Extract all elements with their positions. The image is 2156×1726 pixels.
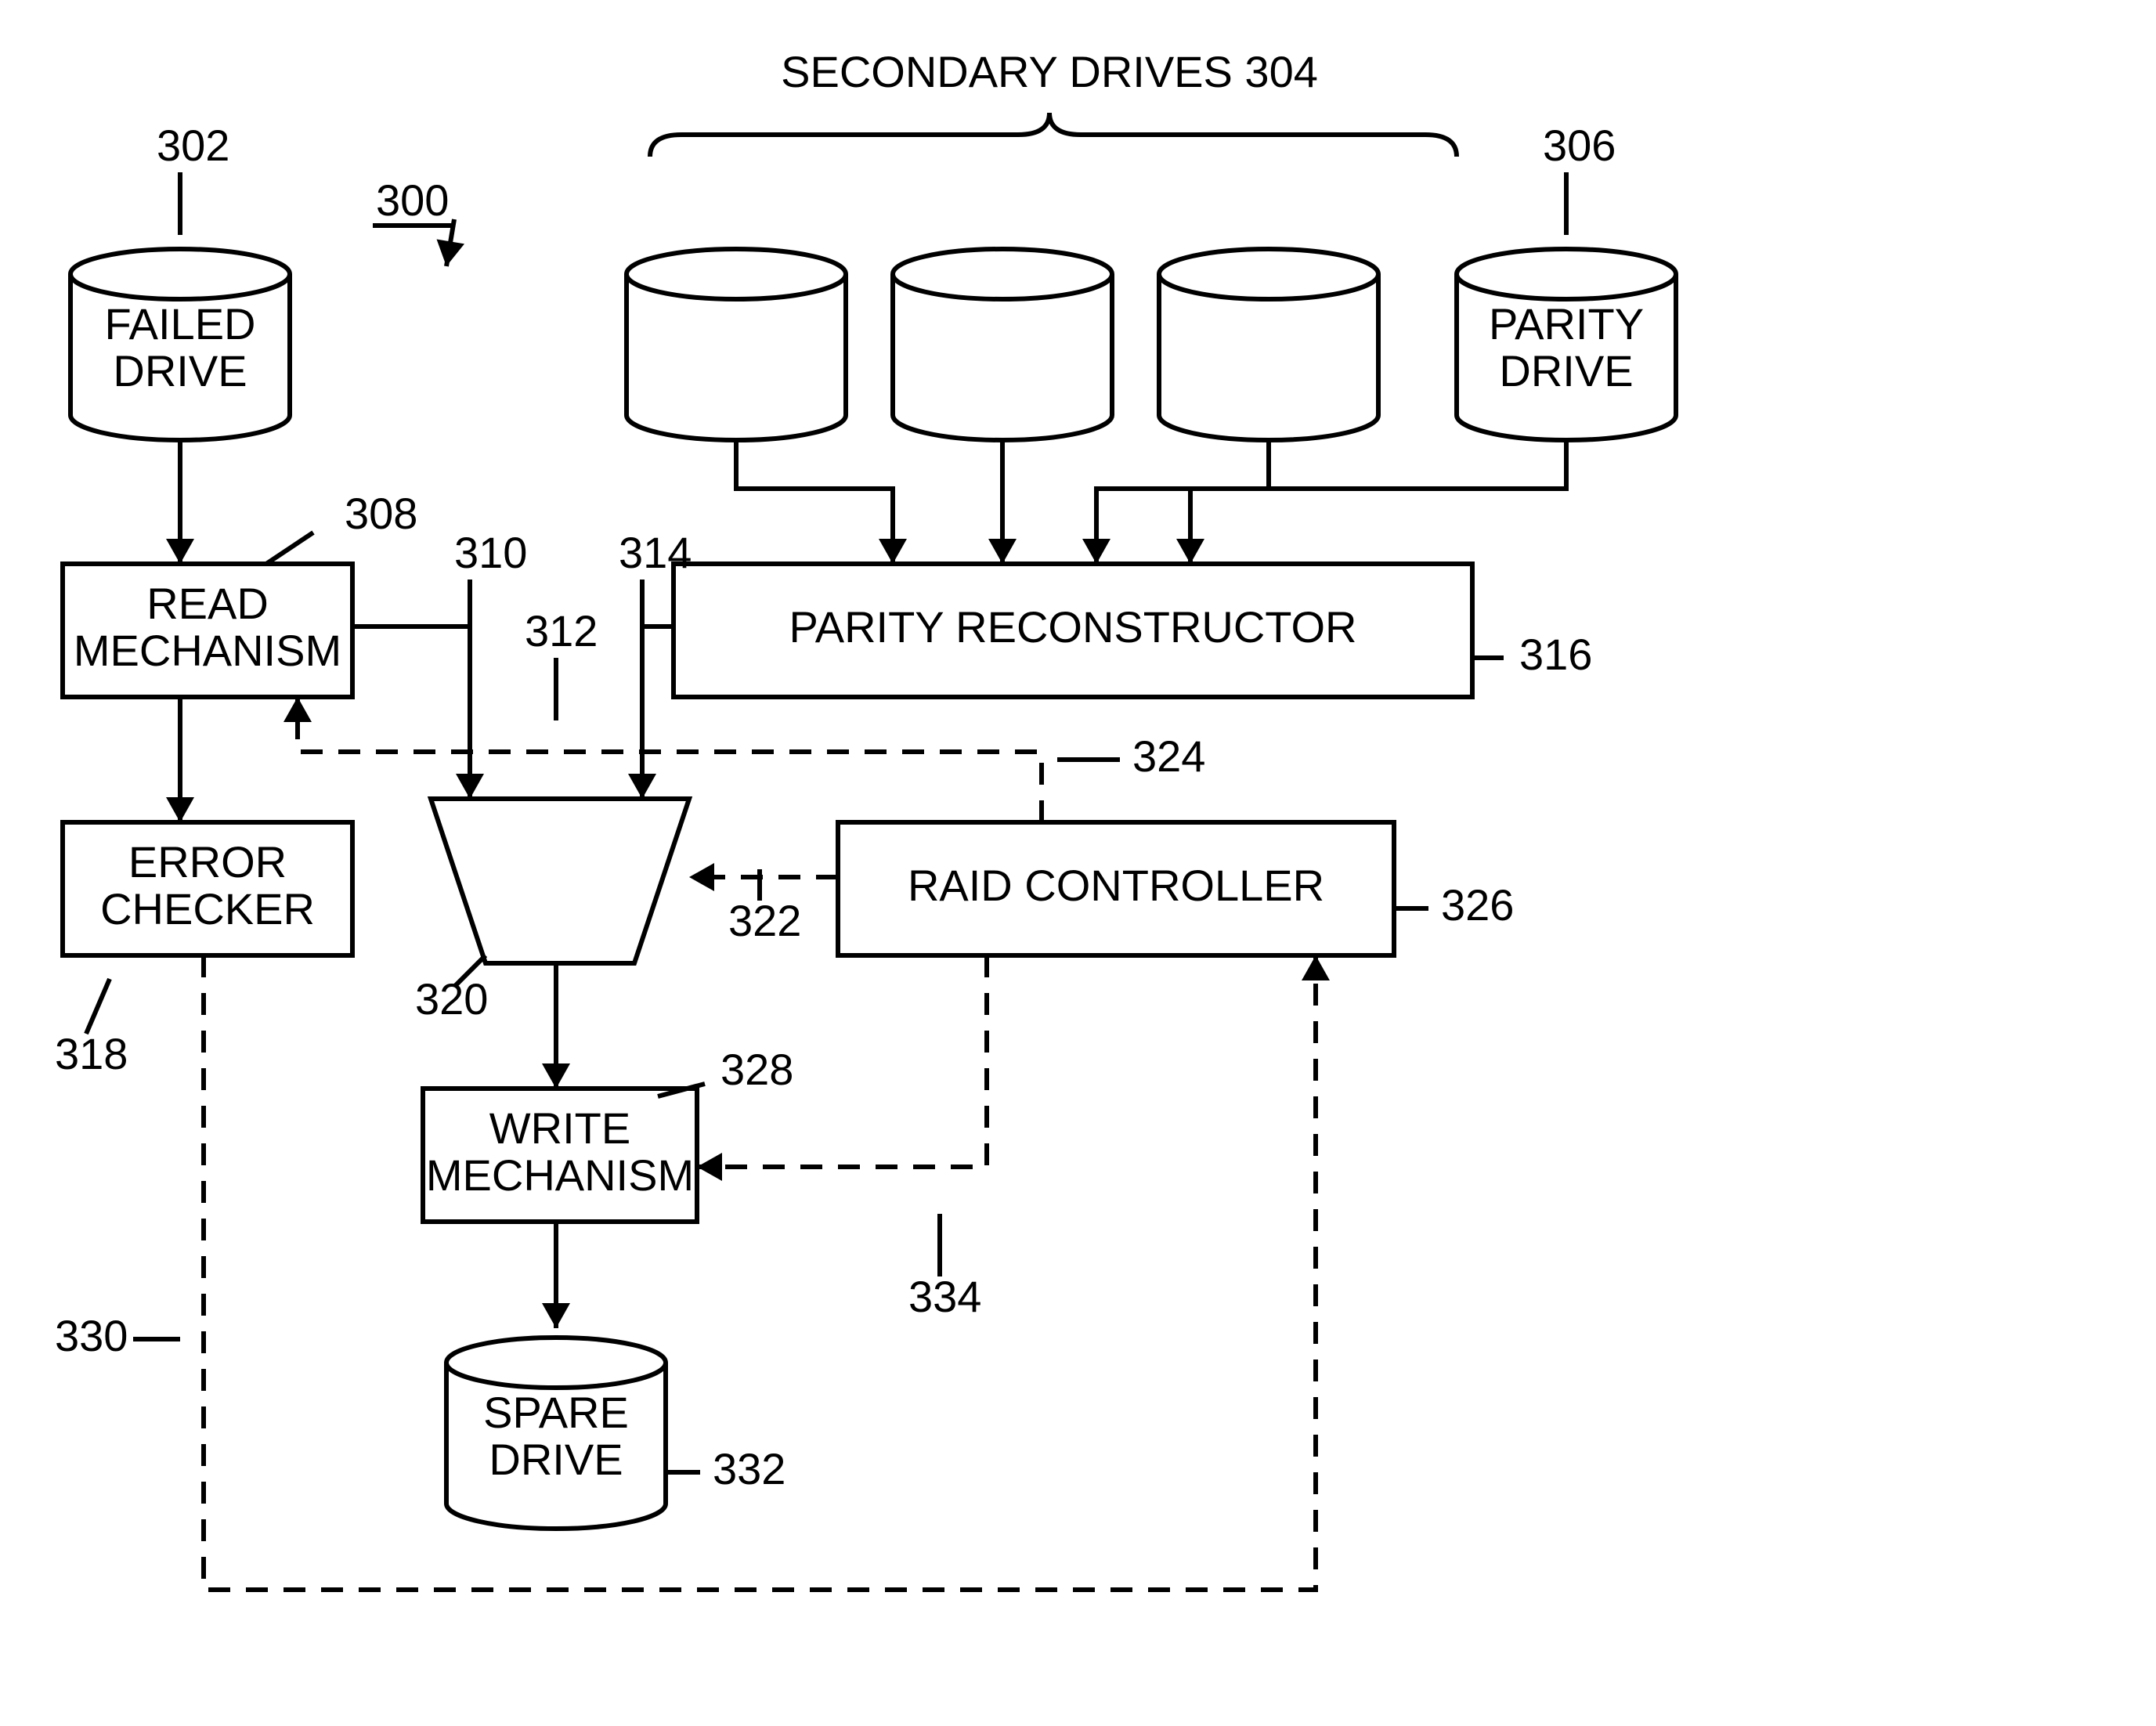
ref-324: 324	[1132, 731, 1205, 781]
ref-316: 316	[1519, 630, 1592, 679]
svg-text:CHECKER: CHECKER	[100, 884, 315, 933]
ref-320: 320	[415, 974, 488, 1024]
svg-text:DRIVE: DRIVE	[113, 346, 247, 395]
ref-326: 326	[1441, 880, 1514, 930]
svg-text:PARITY: PARITY	[1489, 299, 1644, 348]
ref-314: 314	[619, 528, 692, 577]
ref-318: 318	[55, 1029, 128, 1078]
svg-text:MECHANISM: MECHANISM	[74, 626, 341, 675]
svg-text:FAILED: FAILED	[105, 299, 256, 348]
ref-302: 302	[157, 121, 229, 170]
svg-text:DRIVE: DRIVE	[489, 1435, 623, 1484]
svg-text:DRIVE: DRIVE	[1499, 346, 1633, 395]
svg-text:READ: READ	[146, 579, 269, 628]
diagram-canvas: SECONDARY DRIVES 304FAILEDDRIVEPARITYDRI…	[0, 0, 2155, 1726]
ref-334: 334	[908, 1272, 981, 1321]
diagram-number: 300	[376, 175, 449, 225]
ref-332: 332	[713, 1444, 785, 1493]
ref-306: 306	[1543, 121, 1616, 170]
ref-310: 310	[454, 528, 527, 577]
svg-text:MECHANISM: MECHANISM	[426, 1150, 694, 1200]
svg-text:RAID CONTROLLER: RAID CONTROLLER	[908, 861, 1324, 910]
ref-312: 312	[525, 606, 598, 655]
svg-text:ERROR: ERROR	[128, 837, 287, 886]
svg-text:WRITE: WRITE	[489, 1103, 630, 1153]
ref-330: 330	[55, 1311, 128, 1360]
secondary-drives-label: SECONDARY DRIVES 304	[781, 47, 1318, 96]
ref-308: 308	[345, 489, 417, 538]
ref-328: 328	[720, 1045, 793, 1094]
svg-text:PARITY RECONSTRUCTOR: PARITY RECONSTRUCTOR	[789, 602, 1357, 652]
svg-text:SPARE: SPARE	[483, 1388, 629, 1437]
ref-322: 322	[728, 896, 801, 945]
